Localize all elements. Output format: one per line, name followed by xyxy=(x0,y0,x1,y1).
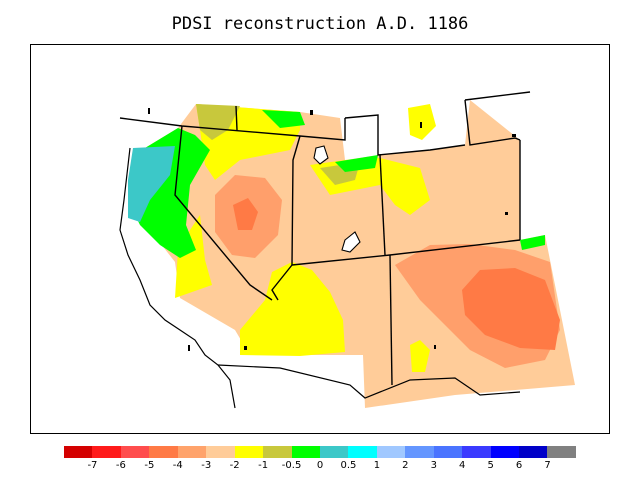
map-title: PDSI reconstruction A.D. 1186 xyxy=(171,14,469,34)
legend-color-swatch xyxy=(405,446,434,458)
legend-color-swatch xyxy=(291,446,320,458)
region-green-corner xyxy=(520,235,545,250)
color-legend-labels: -7 -6 -5 -4 -3 -2 -1 -0.5 0 0.5 1 2 3 4 5 6 7 xyxy=(64,460,576,474)
region-yellow-south xyxy=(240,262,345,356)
legend-label: -1 xyxy=(258,460,269,471)
small-lakes xyxy=(148,108,516,351)
mexico-border xyxy=(217,364,521,399)
region-yellow-small xyxy=(410,340,430,372)
legend-color-swatch xyxy=(348,446,377,458)
region-green-montana xyxy=(335,155,378,172)
legend-color-swatch xyxy=(177,446,207,458)
region-green-north xyxy=(262,110,305,128)
legend-label: -0.5 xyxy=(281,460,302,471)
legend-label: 2 xyxy=(402,460,409,471)
region-orange-nevada-core xyxy=(233,198,258,230)
pdsi-map xyxy=(119,91,575,409)
legend-label: 0 xyxy=(316,460,324,471)
legend-color-swatch xyxy=(149,446,178,458)
legend-label: -5 xyxy=(144,460,155,471)
legend-label: 5 xyxy=(487,460,494,471)
legend-color-swatch xyxy=(319,446,349,458)
state-boundaries xyxy=(119,91,531,386)
legend-color-swatch xyxy=(206,446,235,458)
region-orange-east-core xyxy=(462,268,560,350)
legend-label: -4 xyxy=(172,460,183,471)
legend-label: 7 xyxy=(544,460,551,471)
legend-label: 6 xyxy=(515,460,523,471)
legend-color-swatch xyxy=(519,446,548,458)
legend-color-swatch xyxy=(263,446,292,458)
legend-color-swatch xyxy=(64,446,93,458)
legend-label: 3 xyxy=(430,460,437,471)
legend-color-swatch xyxy=(490,446,519,458)
legend-label: 0.5 xyxy=(340,460,357,471)
legend-label: 1 xyxy=(373,460,381,471)
legend-color-swatch xyxy=(462,446,491,458)
legend-label: -2 xyxy=(229,460,240,471)
legend-label: -3 xyxy=(201,460,212,471)
region-teal-coast xyxy=(128,146,175,222)
great-salt-lake xyxy=(341,231,361,253)
legend-color-swatch xyxy=(120,446,150,458)
legend-label: -6 xyxy=(115,460,126,471)
legend-color-swatch xyxy=(433,446,463,458)
legend-label: 4 xyxy=(459,460,466,471)
legend-color-swatch xyxy=(376,446,406,458)
region-yellow-west xyxy=(175,215,212,298)
legend-color-swatch xyxy=(234,446,264,458)
legend-color-swatch xyxy=(92,446,121,458)
region-olive-north xyxy=(196,104,240,140)
legend-label: -7 xyxy=(87,460,98,471)
yellowstone-lake xyxy=(313,145,329,165)
color-legend xyxy=(64,446,576,458)
legend-color-swatch xyxy=(547,446,576,458)
